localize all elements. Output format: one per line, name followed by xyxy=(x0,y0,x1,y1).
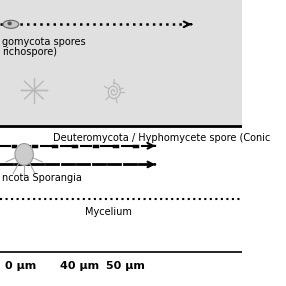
Bar xyxy=(0,0,241,126)
Text: 0 μm: 0 μm xyxy=(5,261,36,271)
Bar xyxy=(0,126,241,286)
Circle shape xyxy=(15,144,33,165)
Text: ncota Sporangia: ncota Sporangia xyxy=(2,173,82,183)
Text: Mycelium: Mycelium xyxy=(85,207,131,217)
Text: 40 μm: 40 μm xyxy=(60,261,100,271)
Text: gomycota spores: gomycota spores xyxy=(2,37,86,47)
Ellipse shape xyxy=(3,20,19,28)
Text: Deuteromycota / Hyphomycete spore (Conic: Deuteromycota / Hyphomycete spore (Conic xyxy=(53,133,271,143)
Text: 50 μm: 50 μm xyxy=(106,261,145,271)
Ellipse shape xyxy=(7,21,12,25)
Text: richospore): richospore) xyxy=(2,47,57,57)
